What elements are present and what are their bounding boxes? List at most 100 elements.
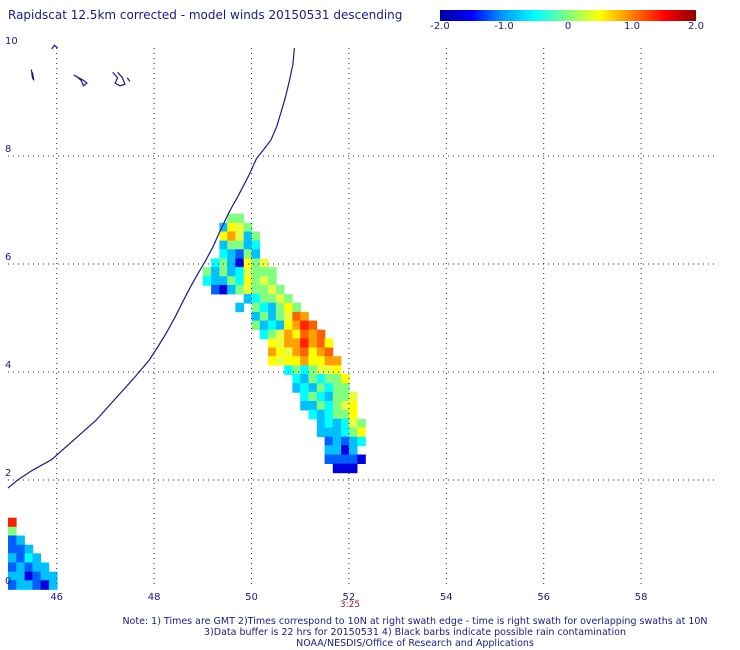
wind-cell — [235, 284, 244, 295]
wind-cell — [308, 320, 318, 331]
wind-cell — [348, 445, 358, 455]
wind-cell — [332, 436, 342, 447]
wind-cell — [292, 320, 301, 331]
wind-cell — [284, 365, 293, 375]
island-outline — [51, 44, 59, 50]
wind-cell — [275, 329, 285, 340]
wind-cell — [292, 374, 301, 384]
wind-cell — [275, 311, 285, 322]
wind-cell — [300, 401, 309, 411]
wind-cell — [268, 284, 277, 295]
wind-cell — [324, 374, 334, 384]
wind-cell — [8, 580, 17, 590]
wind-cell — [48, 580, 58, 590]
wind-cell — [211, 276, 220, 286]
wind-cell — [316, 401, 326, 411]
wind-cell — [235, 302, 244, 313]
wind-cell — [324, 418, 334, 429]
wind-cell — [251, 276, 261, 286]
wind-cell — [324, 347, 334, 358]
wind-cell — [348, 418, 358, 429]
longitude-label: 48 — [147, 592, 161, 603]
wind-cell — [227, 284, 236, 295]
wind-cell — [348, 454, 358, 464]
wind-cell — [292, 311, 301, 322]
wind-cell — [341, 401, 350, 411]
wind-cell — [316, 383, 326, 393]
wind-cell — [308, 401, 318, 411]
wind-cell — [235, 267, 244, 277]
wind-cell — [316, 427, 326, 437]
wind-cell — [284, 320, 293, 331]
wind-cell — [300, 338, 309, 348]
wind-cell — [251, 267, 261, 277]
wind-cell — [8, 562, 17, 572]
wind-cell — [284, 311, 293, 322]
wind-cell — [332, 409, 342, 420]
wind-cell — [275, 356, 285, 366]
wind-cell — [308, 374, 318, 384]
latitude-label: 0 — [5, 576, 12, 587]
latitude-label: 10 — [5, 36, 18, 47]
wind-cell — [16, 580, 25, 590]
wind-cell — [308, 329, 318, 340]
latitude-label: 2 — [5, 468, 12, 479]
wind-cell — [219, 258, 228, 268]
longitude-label: 56 — [537, 592, 551, 603]
wind-cell — [316, 409, 326, 420]
wind-cell — [284, 356, 293, 366]
wind-cell — [292, 365, 301, 375]
wind-cell — [268, 311, 277, 322]
wind-cell — [341, 463, 350, 474]
wind-cell — [292, 329, 301, 340]
wind-cell — [341, 445, 350, 455]
wind-cell — [332, 391, 342, 402]
wind-cell — [332, 454, 342, 464]
wind-cell — [341, 436, 350, 447]
wind-cell — [243, 249, 253, 259]
colorbar-tick-label: -2.0 — [430, 21, 450, 32]
wind-cell — [259, 284, 269, 295]
wind-cell — [308, 356, 318, 366]
wind-cell — [348, 427, 358, 437]
wind-cell — [341, 409, 350, 420]
wind-cell — [243, 231, 253, 241]
coastline — [7, 47, 295, 489]
wind-cell — [219, 284, 228, 295]
wind-cell — [251, 311, 261, 322]
wind-cell — [348, 409, 358, 420]
wind-cell — [243, 222, 253, 233]
wind-cell — [268, 267, 277, 277]
wind-cell — [8, 553, 17, 563]
wind-cell — [348, 463, 358, 474]
wind-cell — [219, 222, 228, 233]
wind-cell — [308, 383, 318, 393]
wind-cell — [211, 267, 220, 277]
wind-cell — [268, 347, 277, 358]
wind-cell — [275, 302, 285, 313]
map-title: Rapidscat 12.5km corrected - model winds… — [8, 8, 403, 22]
wind-cell — [48, 571, 58, 582]
wind-cell — [251, 320, 261, 331]
wind-cell — [275, 284, 285, 295]
wind-cell — [324, 365, 334, 375]
footnote-line-2: 3)Data buffer is 22 hrs for 20150531 4) … — [204, 627, 626, 638]
wind-cell — [324, 436, 334, 447]
wind-cell — [300, 365, 309, 375]
wind-cell — [316, 374, 326, 384]
wind-cell — [324, 445, 334, 455]
island-outline — [112, 71, 126, 87]
wind-cell — [316, 391, 326, 402]
wind-cell — [275, 347, 285, 358]
wind-cell — [40, 580, 50, 590]
longitude-label: 46 — [50, 592, 64, 603]
wind-cell — [227, 267, 236, 277]
latitude-label: 6 — [5, 252, 12, 263]
wind-cell — [300, 311, 309, 322]
longitude-label: 52 — [342, 592, 356, 603]
wind-cell — [308, 391, 318, 402]
wind-cell — [251, 258, 261, 268]
wind-cell — [259, 267, 269, 277]
wind-cell — [308, 347, 318, 358]
wind-cell — [268, 302, 277, 313]
